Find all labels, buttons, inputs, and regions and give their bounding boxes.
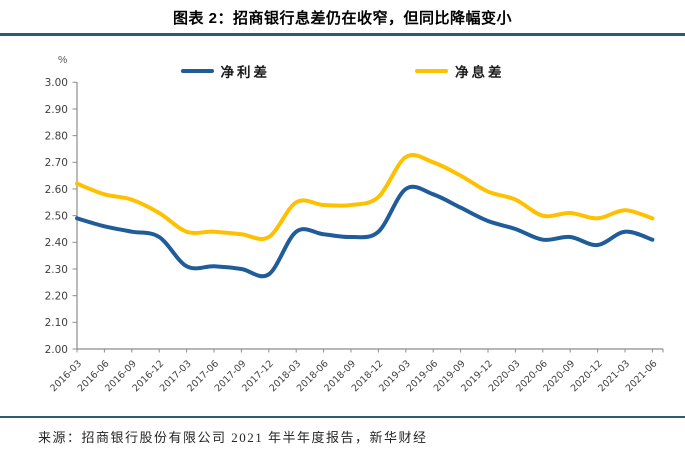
- y-axis-unit-label: %: [58, 54, 68, 66]
- y-tick-label: 2.50: [45, 210, 68, 222]
- y-tick-label: 2.90: [45, 104, 68, 116]
- footer-divider: [0, 416, 685, 418]
- y-tick-label: 2.70: [45, 157, 68, 169]
- legend-item-net-interest-margin: 净息差: [415, 61, 505, 81]
- y-tick-label: 2.20: [45, 290, 68, 302]
- y-tick-label: 2.60: [45, 184, 68, 196]
- y-tick-label: 2.40: [45, 237, 68, 249]
- y-tick-label: 2.10: [45, 317, 68, 329]
- legend-item-net-interest-spread: 净利差: [180, 61, 271, 81]
- y-tick-label: 2.00: [45, 344, 68, 356]
- legend-label-net-interest-spread: 净利差: [220, 65, 270, 80]
- net-interest-spread-line-swatch: [180, 69, 214, 73]
- legend-label-net-interest-margin: 净息差: [455, 65, 505, 80]
- source-note: 来源：招商银行股份有限公司 2021 年半年度报告，新华财经: [38, 430, 428, 445]
- net-interest-margin-line-swatch: [415, 69, 448, 73]
- y-tick-label: 2.80: [45, 130, 68, 142]
- chart-legend: 净利差 净息差: [0, 61, 685, 81]
- y-tick-label: 2.30: [45, 264, 68, 276]
- title-divider: [0, 33, 685, 36]
- net-interest-margin-line: [75, 152, 655, 241]
- chart-title: 图表 2：招商银行息差仍在收窄，但同比降幅变小: [172, 10, 512, 27]
- net-interest-spread-line: [75, 184, 655, 279]
- y-tick-label: 3.00: [45, 77, 68, 89]
